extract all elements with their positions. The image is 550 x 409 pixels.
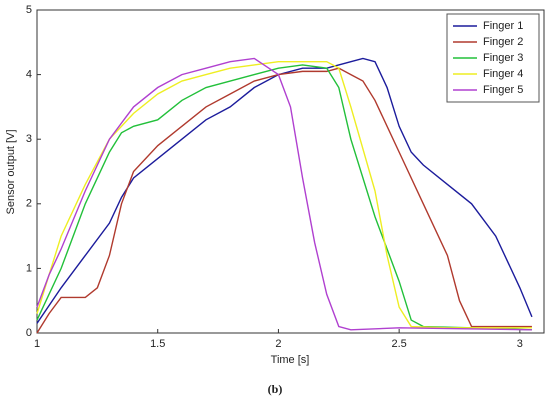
x-tick-label: 2.5 — [391, 338, 406, 350]
x-tick-label: 1.5 — [150, 338, 165, 350]
y-tick-label: 0 — [26, 327, 32, 339]
y-axis-label: Sensor output [V] — [5, 130, 17, 215]
x-tick-label: 1 — [34, 338, 40, 350]
y-tick-label: 5 — [26, 4, 32, 16]
line — [36, 60, 532, 329]
line — [36, 64, 532, 331]
plot-area — [36, 9, 545, 334]
x-tick-label: 3 — [517, 338, 523, 350]
y-tick-label: 3 — [26, 133, 32, 145]
y-tick-label: 2 — [26, 198, 32, 210]
x-tick-label: 2 — [275, 338, 281, 350]
legend-label: Finger 4 — [483, 68, 523, 80]
legend-label: Finger 2 — [483, 36, 523, 48]
legend-label: Finger 1 — [483, 20, 523, 32]
caption: (b) — [268, 382, 283, 396]
x-axis-label: Time [s] — [271, 354, 310, 366]
line — [36, 67, 532, 334]
y-tick-label: 4 — [26, 69, 32, 81]
line — [36, 57, 532, 331]
legend-label: Finger 3 — [483, 52, 523, 64]
legend-label: Finger 5 — [483, 84, 523, 96]
y-tick-label: 1 — [26, 262, 32, 274]
